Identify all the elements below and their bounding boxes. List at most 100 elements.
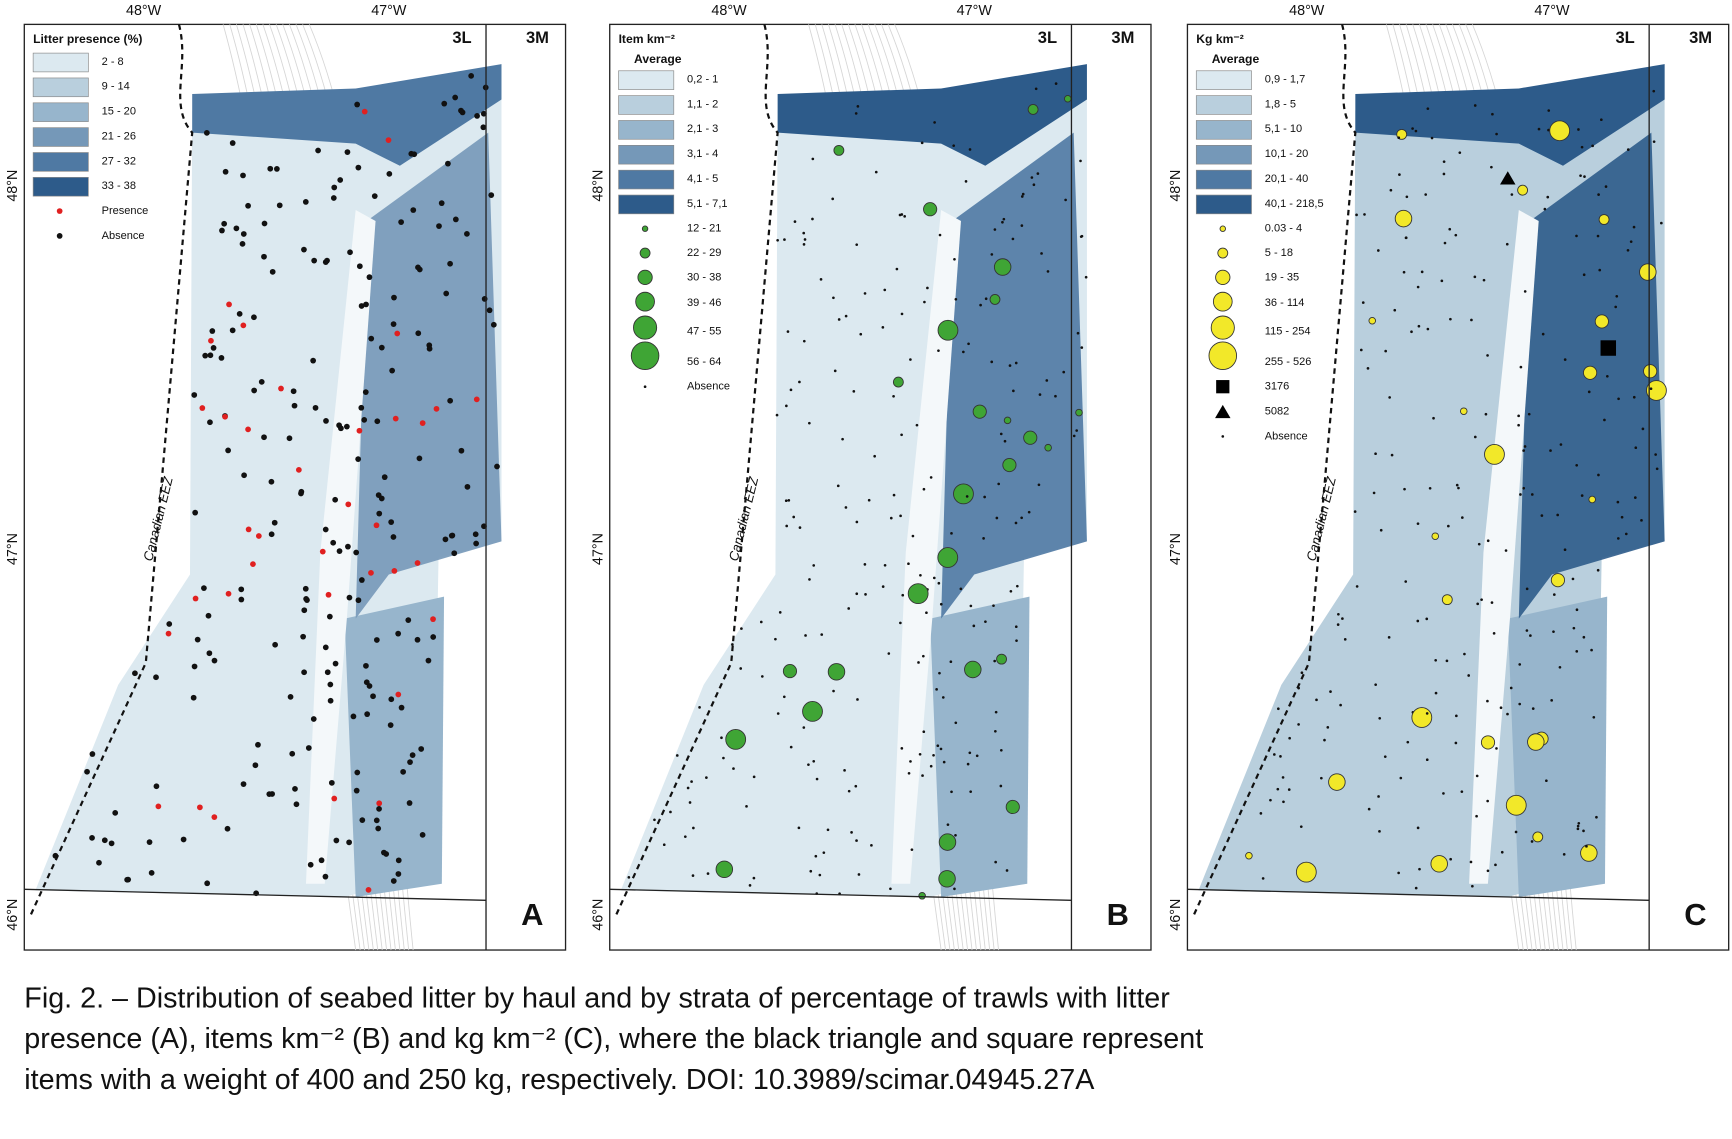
haul: [305, 745, 312, 751]
haul: [322, 526, 329, 533]
haul: [1075, 408, 1083, 417]
haul: [322, 644, 329, 651]
haul: [1420, 270, 1424, 274]
haul: [1572, 626, 1576, 630]
haul: [1591, 144, 1594, 148]
haul: [221, 220, 228, 227]
stratum: [941, 132, 1087, 619]
legend-swatch: [618, 70, 675, 90]
haul: [911, 534, 915, 538]
haul: [269, 268, 276, 275]
haul: [1442, 172, 1446, 176]
haul: [854, 112, 858, 115]
haul: [293, 801, 300, 808]
haul: [251, 387, 258, 394]
haul: [425, 657, 432, 664]
stratum: [930, 596, 1030, 898]
haul: [112, 809, 119, 816]
haul: [852, 390, 856, 393]
haul: [1282, 800, 1285, 804]
haul: [1277, 707, 1280, 711]
haul: [368, 570, 374, 576]
haul: [992, 604, 995, 607]
haul: [1469, 860, 1473, 864]
haul: [937, 581, 941, 585]
haul: [398, 219, 404, 225]
lon-label: 48°W: [126, 3, 162, 19]
haul: [937, 319, 959, 341]
haul: [889, 887, 892, 891]
haul: [1448, 227, 1452, 231]
haul: [1629, 240, 1633, 243]
haul: [390, 321, 397, 327]
haul: [1547, 109, 1551, 112]
haul: [922, 487, 926, 491]
haul: [1460, 790, 1464, 794]
haul: [864, 593, 867, 596]
haul: [319, 548, 326, 555]
haul: [953, 887, 956, 891]
haul: [236, 311, 243, 317]
haul: [752, 876, 756, 880]
haul: [326, 613, 333, 620]
haul: [202, 352, 209, 359]
haul: [1624, 532, 1628, 536]
haul: [923, 300, 926, 304]
haul: [937, 547, 959, 568]
haul: [972, 404, 987, 419]
haul: [808, 578, 811, 581]
haul: [490, 321, 497, 328]
haul: [1491, 112, 1494, 116]
haul: [391, 294, 397, 301]
haul: [1430, 136, 1434, 140]
haul: [486, 307, 493, 314]
haul: [1575, 234, 1578, 238]
haul: [811, 157, 815, 161]
haul: [1079, 159, 1082, 163]
haul: [1361, 301, 1365, 304]
haul: [675, 754, 679, 757]
haul: [298, 488, 305, 495]
haul: [1457, 486, 1460, 490]
haul: [395, 871, 402, 877]
haul: [887, 652, 891, 655]
haul: [1480, 735, 1496, 750]
haul: [261, 253, 267, 260]
haul: [1397, 136, 1401, 140]
haul: [1626, 148, 1630, 151]
haul: [494, 463, 500, 470]
haul: [1410, 330, 1413, 334]
haul: [1005, 799, 1020, 815]
haul: [1359, 348, 1363, 352]
haul: [847, 607, 851, 610]
panel-letter: C: [1684, 897, 1706, 932]
haul: [345, 543, 351, 550]
haul: [783, 238, 786, 241]
haul: [430, 616, 436, 623]
haul: [310, 716, 317, 722]
haul: [1403, 487, 1406, 491]
haul: [831, 197, 835, 201]
haul: [1390, 453, 1394, 457]
legend-label: 0,2 - 1: [687, 74, 718, 86]
haul: [1416, 522, 1420, 525]
lat-label: 48°N: [5, 170, 21, 202]
haul: [292, 785, 298, 792]
haul: [997, 482, 1001, 486]
haul: [859, 332, 863, 336]
haul: [419, 420, 426, 426]
haul: [804, 634, 807, 637]
haul: [165, 630, 172, 637]
haul: [1315, 698, 1318, 702]
haul: [480, 124, 487, 131]
haul: [935, 688, 938, 691]
haul: [1329, 690, 1332, 693]
haul: [855, 520, 859, 524]
legend-label: 1,8 - 5: [1265, 98, 1296, 110]
haul: [1404, 580, 1408, 583]
haul: [278, 385, 284, 392]
haul: [224, 825, 231, 832]
haul: [203, 129, 210, 136]
haul: [350, 713, 357, 720]
